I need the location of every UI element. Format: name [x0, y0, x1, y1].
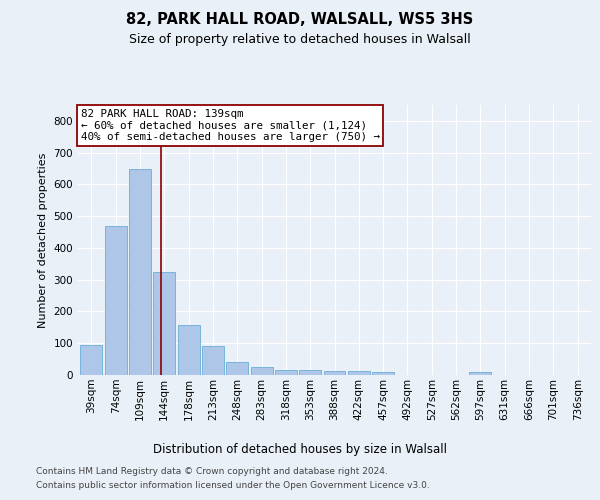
Bar — [129, 169, 151, 375]
Text: Size of property relative to detached houses in Walsall: Size of property relative to detached ho… — [129, 32, 471, 46]
Bar — [226, 362, 248, 375]
Y-axis label: Number of detached properties: Number of detached properties — [38, 152, 48, 328]
Bar — [154, 272, 175, 375]
Text: 82, PARK HALL ROAD, WALSALL, WS5 3HS: 82, PARK HALL ROAD, WALSALL, WS5 3HS — [127, 12, 473, 28]
Bar — [202, 346, 224, 375]
Bar — [105, 226, 127, 375]
Bar — [178, 325, 200, 375]
Bar — [469, 372, 491, 375]
Bar — [372, 372, 394, 375]
Bar — [299, 370, 321, 375]
Text: Contains HM Land Registry data © Crown copyright and database right 2024.: Contains HM Land Registry data © Crown c… — [36, 468, 388, 476]
Bar — [251, 367, 272, 375]
Bar — [348, 370, 370, 375]
Text: Contains public sector information licensed under the Open Government Licence v3: Contains public sector information licen… — [36, 481, 430, 490]
Text: 82 PARK HALL ROAD: 139sqm
← 60% of detached houses are smaller (1,124)
40% of se: 82 PARK HALL ROAD: 139sqm ← 60% of detac… — [80, 109, 380, 142]
Text: Distribution of detached houses by size in Walsall: Distribution of detached houses by size … — [153, 442, 447, 456]
Bar — [80, 345, 103, 375]
Bar — [275, 370, 297, 375]
Bar — [323, 370, 346, 375]
